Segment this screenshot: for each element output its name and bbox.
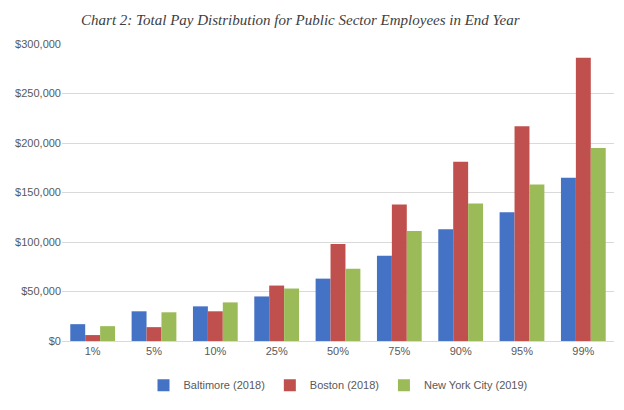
svg-text:$50,000: $50,000 (21, 285, 61, 297)
svg-text:$150,000: $150,000 (15, 186, 61, 198)
svg-text:$200,000: $200,000 (15, 137, 61, 149)
svg-text:$250,000: $250,000 (15, 87, 61, 99)
svg-text:25%: 25% (266, 345, 288, 357)
svg-text:95%: 95% (511, 345, 533, 357)
svg-text:$100,000: $100,000 (15, 236, 61, 248)
svg-text:New York City (2019): New York City (2019) (424, 379, 527, 391)
svg-text:5%: 5% (146, 345, 162, 357)
svg-text:$0: $0 (49, 335, 61, 347)
svg-text:10%: 10% (204, 345, 226, 357)
svg-text:50%: 50% (327, 345, 349, 357)
svg-text:1%: 1% (85, 345, 101, 357)
svg-text:Chart 2: Total Pay Distributio: Chart 2: Total Pay Distribution for Publ… (81, 12, 520, 28)
svg-text:$300,000: $300,000 (15, 38, 61, 50)
svg-text:75%: 75% (388, 345, 410, 357)
svg-text:99%: 99% (572, 345, 594, 357)
svg-text:90%: 90% (450, 345, 472, 357)
svg-text:Baltimore (2018): Baltimore (2018) (184, 379, 265, 391)
svg-text:Boston (2018): Boston (2018) (310, 379, 379, 391)
